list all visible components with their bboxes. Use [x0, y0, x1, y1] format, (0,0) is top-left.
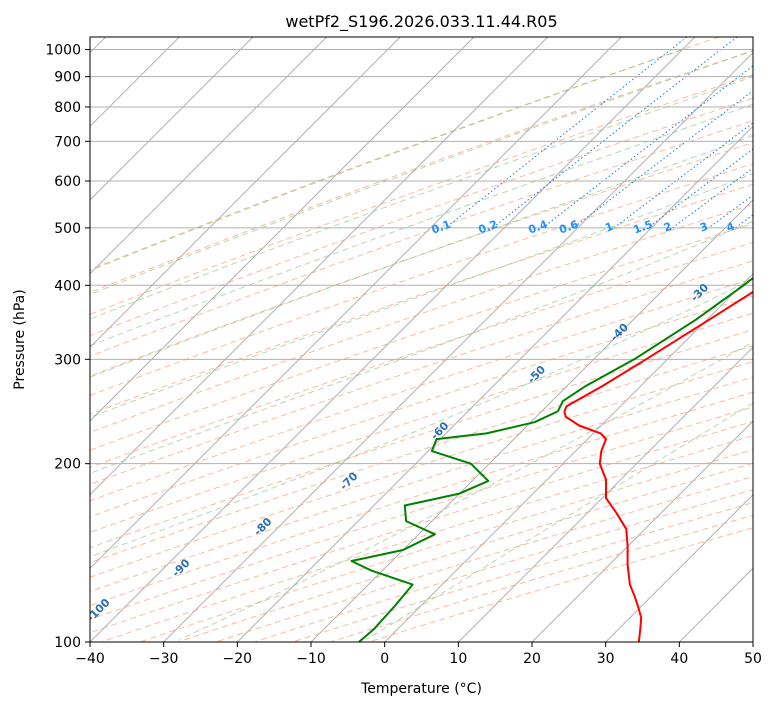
dry-adiabat-line — [177, 462, 753, 642]
dry-adiabat-line — [90, 37, 720, 271]
y-tick-label: 100 — [54, 635, 81, 651]
isotherm-line — [90, 37, 254, 201]
mixing-ratio-label: 4 — [725, 220, 737, 235]
y-tick-label: 600 — [54, 174, 81, 190]
mixing-ratio-label: 2 — [662, 220, 674, 235]
dry-adiabat-line — [90, 142, 753, 377]
dry-adiabat-line — [90, 345, 753, 564]
isotherm-line — [163, 51, 753, 642]
isotherm-line — [605, 493, 753, 642]
x-tick-label: −20 — [223, 651, 253, 667]
plot-background — [90, 37, 753, 642]
x-tick-label: 0 — [380, 651, 389, 667]
mixing-ratio-label: 1 — [603, 220, 615, 235]
dry-adiabat-line — [90, 329, 753, 549]
moist-adiabat-line — [179, 341, 753, 640]
dry-adiabat-line — [254, 489, 753, 642]
mixing-ratio-line — [672, 167, 753, 229]
isotherm-line — [90, 37, 622, 570]
y-tick-label: 700 — [54, 134, 81, 150]
mixing-ratio-line — [613, 122, 753, 229]
dry-adiabat-line — [292, 502, 753, 642]
dry-adiabat-line — [101, 435, 753, 642]
y-tick-label: 400 — [54, 278, 81, 294]
y-tick-label: 200 — [54, 457, 81, 473]
mixing-ratio-label: 0.6 — [557, 218, 580, 237]
dry-adiabat-line — [90, 50, 753, 293]
dry-adiabat-line — [90, 183, 753, 415]
x-tick-label: −10 — [296, 651, 326, 667]
x-axis: −40 −30 −20 −10 0 10 20 30 40 50 — [75, 642, 762, 667]
x-tick-label: 30 — [597, 651, 615, 667]
background-lines — [90, 37, 753, 642]
isotherm-line — [90, 37, 328, 275]
y-tick-label: 300 — [54, 352, 81, 368]
y-tick-label: 1000 — [45, 43, 81, 59]
dry-adiabat-line — [90, 163, 753, 396]
x-tick-label: 20 — [523, 651, 541, 667]
x-tick-label: −40 — [75, 651, 105, 667]
moist-adiabat-line — [90, 50, 753, 296]
moist-adiabat-line — [90, 103, 753, 347]
y-tick-label: 500 — [54, 221, 81, 237]
mixing-ratio-label: 0.4 — [527, 218, 550, 237]
isotherm-line — [90, 37, 696, 642]
y-tick-label: 900 — [54, 70, 81, 86]
dry-adiabat-line — [90, 361, 753, 578]
mixing-ratio-label: 1.5 — [632, 218, 655, 237]
moist-adiabat-line — [90, 220, 753, 474]
dewpoint-profile-line — [350, 276, 753, 642]
chart-title: wetPf2_S196.2026.033.11.44.R05 — [285, 12, 557, 32]
isotherm-line — [90, 37, 549, 496]
x-tick-label: 10 — [449, 651, 467, 667]
dry-adiabat-line — [90, 97, 753, 337]
temperature-profile-line — [563, 290, 753, 642]
dry-adiabat-line — [90, 120, 753, 357]
mixing-ratio-label: 0.1 — [430, 218, 453, 237]
dry-adiabat-line — [139, 449, 753, 642]
x-tick-label: −30 — [149, 651, 179, 667]
isotherm-line — [90, 37, 475, 422]
isotherm-line — [310, 199, 753, 642]
moist-adiabat-line — [90, 49, 683, 272]
y-tick-label: 800 — [54, 100, 81, 116]
y-axis: 100 200 300 400 500 600 700 800 900 1000 — [45, 43, 90, 651]
isotherm-line — [384, 272, 753, 642]
profile-series — [350, 276, 753, 642]
isotherm-line — [457, 346, 753, 642]
y-axis-title: Pressure (hPa) — [12, 289, 28, 389]
dry-adiabat-line — [215, 476, 753, 642]
plot-frame — [89, 36, 754, 643]
mixing-ratio-label: 0.2 — [477, 218, 500, 237]
isotherm-line — [531, 420, 753, 642]
x-tick-label: 40 — [670, 651, 688, 667]
mixing-ratio-line — [445, 37, 688, 229]
mixing-ratio-label: 3 — [698, 220, 710, 235]
x-tick-label: 50 — [744, 651, 762, 667]
moist-adiabat-line — [366, 402, 753, 640]
moist-adiabat-line — [90, 278, 753, 558]
mixing-ratio-line — [542, 65, 753, 229]
x-axis-title: Temperature (°C) — [360, 681, 482, 697]
isotherm-line — [90, 37, 401, 349]
isotherm-line — [236, 125, 753, 642]
